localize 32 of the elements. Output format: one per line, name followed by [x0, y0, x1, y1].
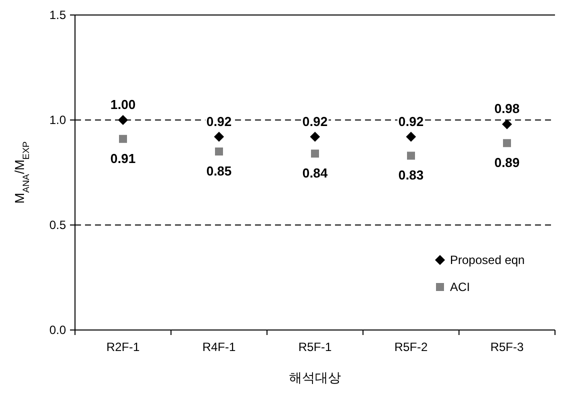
x-tick-label: R5F-3 [490, 340, 524, 354]
x-tick-label: R5F-1 [298, 340, 332, 354]
data-label: 0.98 [494, 101, 520, 116]
data-label: 1.00 [110, 97, 136, 112]
data-label: 0.84 [302, 166, 328, 181]
point [215, 148, 223, 156]
point [407, 152, 415, 160]
data-label: 0.83 [398, 168, 424, 183]
point [406, 132, 416, 142]
x-tick-label: R4F-1 [202, 340, 236, 354]
x-tick-label: R2F-1 [106, 340, 140, 354]
data-label: 0.91 [110, 150, 136, 166]
data-label: 0.92 [206, 114, 232, 129]
x-tick-label: R5F-2 [394, 340, 428, 354]
legend-label: Proposed eqn [450, 253, 525, 267]
point [118, 115, 128, 125]
y-tick-label: 1.0 [49, 113, 66, 127]
data-label: 0.89 [494, 155, 520, 170]
y-tick-label: 0.5 [49, 218, 66, 232]
point [119, 134, 127, 143]
x-axis-title: 해석대상 [289, 370, 341, 385]
y-tick-label: 0.0 [49, 323, 66, 337]
point [214, 132, 224, 142]
y-tick-label: 1.5 [49, 8, 66, 22]
point [503, 139, 511, 148]
point [311, 150, 319, 158]
data-label: 0.92 [398, 114, 424, 129]
point [310, 132, 320, 142]
legend-label: ACI [450, 280, 470, 294]
data-label: 0.92 [302, 114, 328, 129]
point [502, 119, 512, 130]
data-label: 0.85 [206, 164, 232, 178]
